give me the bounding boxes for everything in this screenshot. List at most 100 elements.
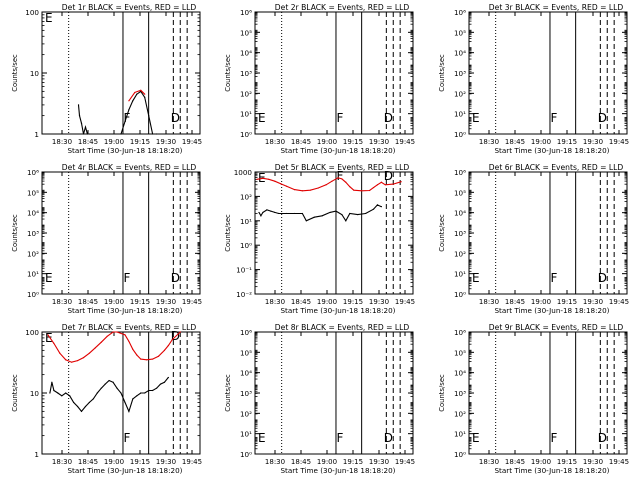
panel-title: Det 9r BLACK = Events, RED = LLD [489,323,624,332]
decimation-marker-letter: D [384,111,393,125]
y-tick-label: 10³ [454,229,466,238]
detector-panel-9: Det 9r BLACK = Events, RED = LLD 10⁰ 10¹ 10… [438,323,629,475]
y-axis-label: Counts/sec [224,214,232,252]
data-point [163,381,166,383]
x-tick-label: 19:30 [583,458,603,466]
flare-marker-letter: F [337,431,344,445]
detector-panel-4: Det 4r BLACK = Events, RED = LLD 10⁰ 10¹ 10… [11,163,202,315]
x-tick-label: 18:30 [265,298,285,306]
x-tick-label: 18:30 [479,458,499,466]
data-point [380,206,382,208]
x-tick-label: 18:30 [479,138,499,146]
data-point [65,359,67,361]
eclipse-marker-letter: E [472,111,480,125]
data-point [53,342,55,345]
data-point [120,133,122,135]
x-tick-label: 18:45 [291,138,311,146]
x-tick-label: 18:45 [78,138,98,146]
data-point [353,189,355,191]
data-point [376,204,379,206]
data-point [80,410,83,412]
data-point [278,212,280,215]
x-axis-label: Start Time (30-Jun-18 18:18:20) [494,466,609,475]
x-tick-label: 19:15 [557,298,577,306]
data-point [128,340,130,343]
x-tick-label: 18:30 [52,298,72,306]
lld-rate-series [47,331,181,363]
detector-panel-2: Det 2r BLACK = Events, RED = LLD 10⁰ 10¹ 10… [224,3,415,155]
x-tick-label: 19:30 [156,298,176,306]
y-tick-label: 10³ [454,389,466,398]
y-tick-label: 10⁶ [27,168,39,177]
data-point [301,212,303,215]
x-tick-label: 18:45 [78,458,98,466]
x-tick-label: 18:30 [52,138,72,146]
data-point [124,120,126,123]
data-point [49,392,51,394]
y-tick-label: 10¹ [240,217,252,226]
x-tick-label: 18:45 [505,458,525,466]
eclipse-marker-letter: E [45,331,53,345]
x-axis-label: Start Time (30-Jun-18 18:18:20) [280,306,395,315]
data-point [104,383,106,385]
decimation-marker-letter: D [598,431,607,445]
eclipse-marker-letter: E [258,431,266,445]
x-tick-label: 18:45 [78,298,98,306]
data-point [116,387,118,389]
flare-marker-letter: F [337,169,344,183]
plot-frame [254,171,414,295]
y-tick-label: 10⁴ [240,369,252,378]
y-tick-label: 10² [454,409,466,418]
x-tick-label: 19:00 [317,458,337,466]
data-point [286,212,288,215]
data-point [361,190,363,192]
x-tick-label: 18:30 [265,458,285,466]
x-tick-label: 19:00 [317,138,337,146]
x-tick-label: 19:30 [583,298,603,306]
y-axis-label: Counts/sec [438,374,446,412]
y-tick-label: 10² [454,249,466,258]
data-point [144,96,146,98]
panel-title: Det 2r BLACK = Events, RED = LLD [275,3,410,12]
data-point [357,213,359,216]
lld-rate-series [128,89,146,102]
panel-title: Det 3r BLACK = Events, RED = LLD [489,3,624,12]
x-tick-label: 19:45 [395,298,415,306]
y-tick-label: 1 [34,130,39,139]
decimation-marker-letter: D [598,271,607,285]
x-tick-label: 19:30 [156,138,176,146]
x-tick-label: 19:45 [395,138,415,146]
data-point [266,209,268,211]
data-point [152,358,154,360]
x-tick-label: 19:00 [531,138,551,146]
data-point [286,185,288,187]
flare-marker-letter: F [124,271,131,285]
data-point [84,405,87,408]
data-point [82,357,85,359]
data-point [47,334,49,336]
data-point [128,100,130,102]
panel-title: Det 8r BLACK = Events, RED = LLD [275,323,410,332]
y-tick-label: 10⁴ [27,209,39,218]
data-point [260,215,262,217]
x-tick-label: 19:15 [130,458,150,466]
data-point [144,392,146,394]
x-tick-label: 19:45 [395,458,415,466]
data-point [132,348,134,350]
y-tick-label: 10⁶ [454,8,466,17]
x-tick-label: 19:45 [609,458,629,466]
detector-panel-3: Det 3r BLACK = Events, RED = LLD 10⁰ 10¹ 10… [438,3,629,155]
data-point [167,344,169,347]
data-point [262,211,264,214]
y-tick-label: 10⁶ [240,8,252,17]
y-tick-label: 10² [27,249,39,258]
data-point [140,89,142,91]
y-tick-label: 10⁶ [454,328,466,337]
x-tick-label: 19:30 [369,138,389,146]
data-point [69,395,71,397]
x-tick-label: 18:45 [291,458,311,466]
data-point [140,392,142,394]
data-point [345,181,347,183]
x-tick-label: 19:15 [557,458,577,466]
